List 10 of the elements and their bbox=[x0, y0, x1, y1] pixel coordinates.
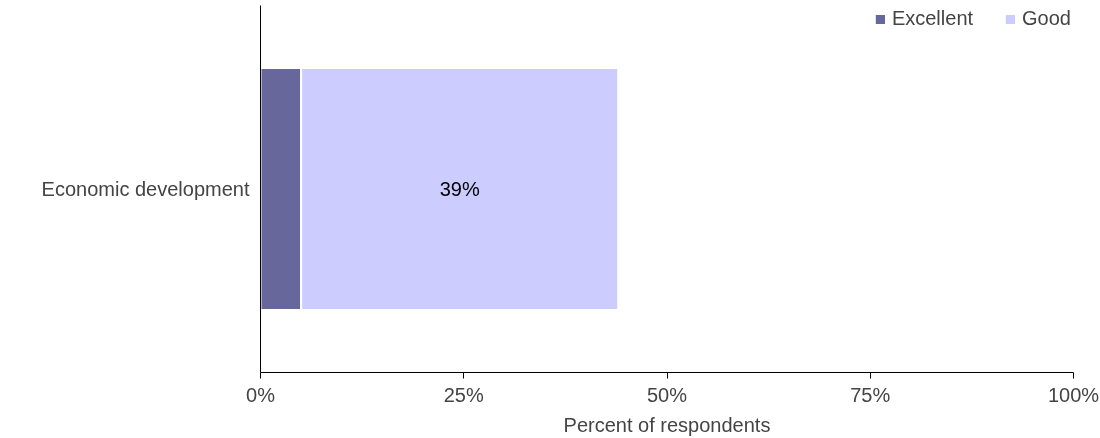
x-axis-title: Percent of respondents bbox=[563, 413, 771, 436]
legend-label: Good bbox=[1022, 7, 1071, 30]
x-tick-label: 0% bbox=[246, 383, 276, 406]
x-tick-label: 100% bbox=[1047, 383, 1100, 406]
data-label: 39% bbox=[439, 178, 480, 200]
x-tick-label: 25% bbox=[443, 383, 484, 406]
legend-label: Excellent bbox=[891, 7, 974, 30]
y-tick-label: Economic development bbox=[41, 178, 250, 200]
x-tick-label: 75% bbox=[850, 383, 891, 406]
x-tick-label: 50% bbox=[646, 383, 688, 406]
